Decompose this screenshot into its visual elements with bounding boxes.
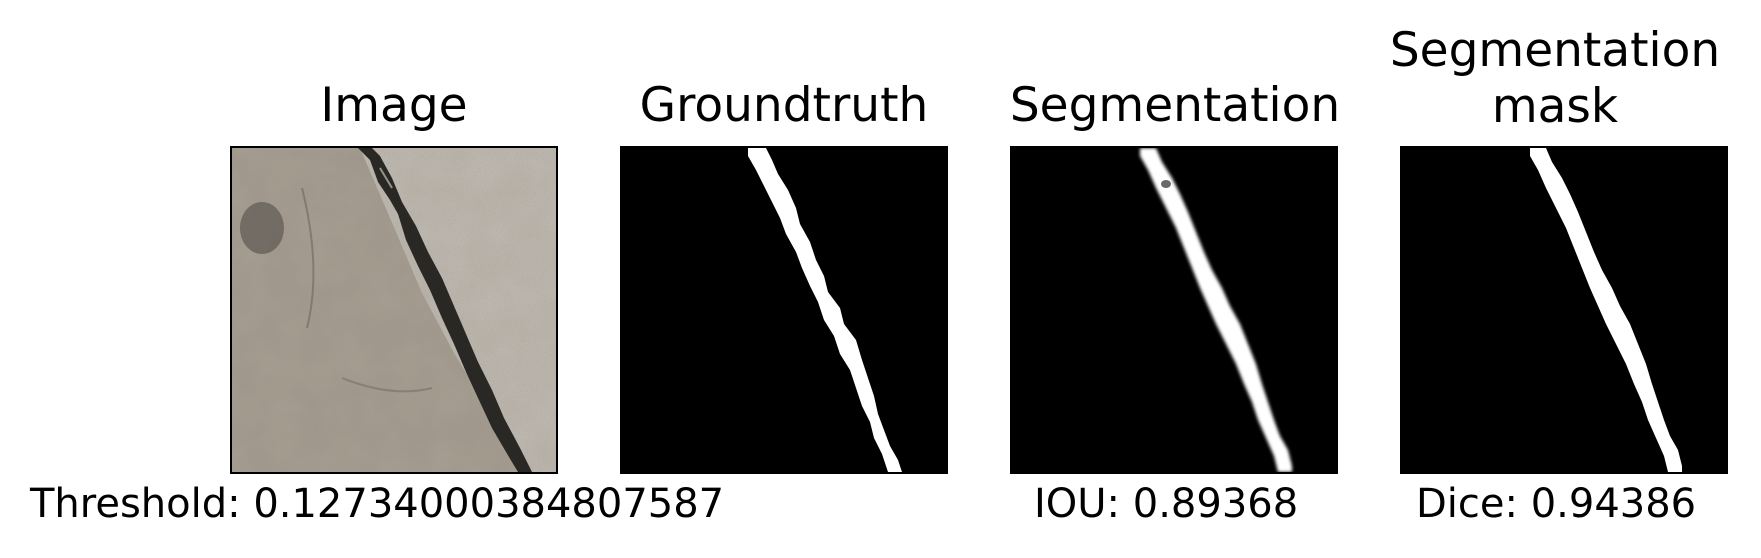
title-image: Image xyxy=(320,78,468,133)
title-groundtruth: Groundtruth xyxy=(639,78,929,133)
rock-crack-image xyxy=(232,148,556,472)
segmentation-mask-crack-shape xyxy=(1402,148,1726,472)
segmentation-mask xyxy=(1400,146,1728,474)
dice-caption: Dice: 0.94386 xyxy=(1416,481,1697,527)
title-segmentation: Segmentation xyxy=(1009,78,1341,133)
input-image xyxy=(230,146,558,474)
threshold-caption: Threshold: 0.12734000384807587 xyxy=(30,481,725,527)
title-segmentation-mask-line1: Segmentation xyxy=(1389,23,1721,78)
segmentation-output xyxy=(1010,146,1338,474)
groundtruth-crack-shape xyxy=(622,148,946,472)
iou-caption: IOU: 0.89368 xyxy=(1034,481,1299,527)
segmentation-crack-shape xyxy=(1012,148,1336,472)
title-segmentation-mask-line2: mask xyxy=(1491,79,1619,134)
title-segmentation-mask: Segmentation mask xyxy=(1370,23,1740,135)
groundtruth-mask xyxy=(620,146,948,474)
